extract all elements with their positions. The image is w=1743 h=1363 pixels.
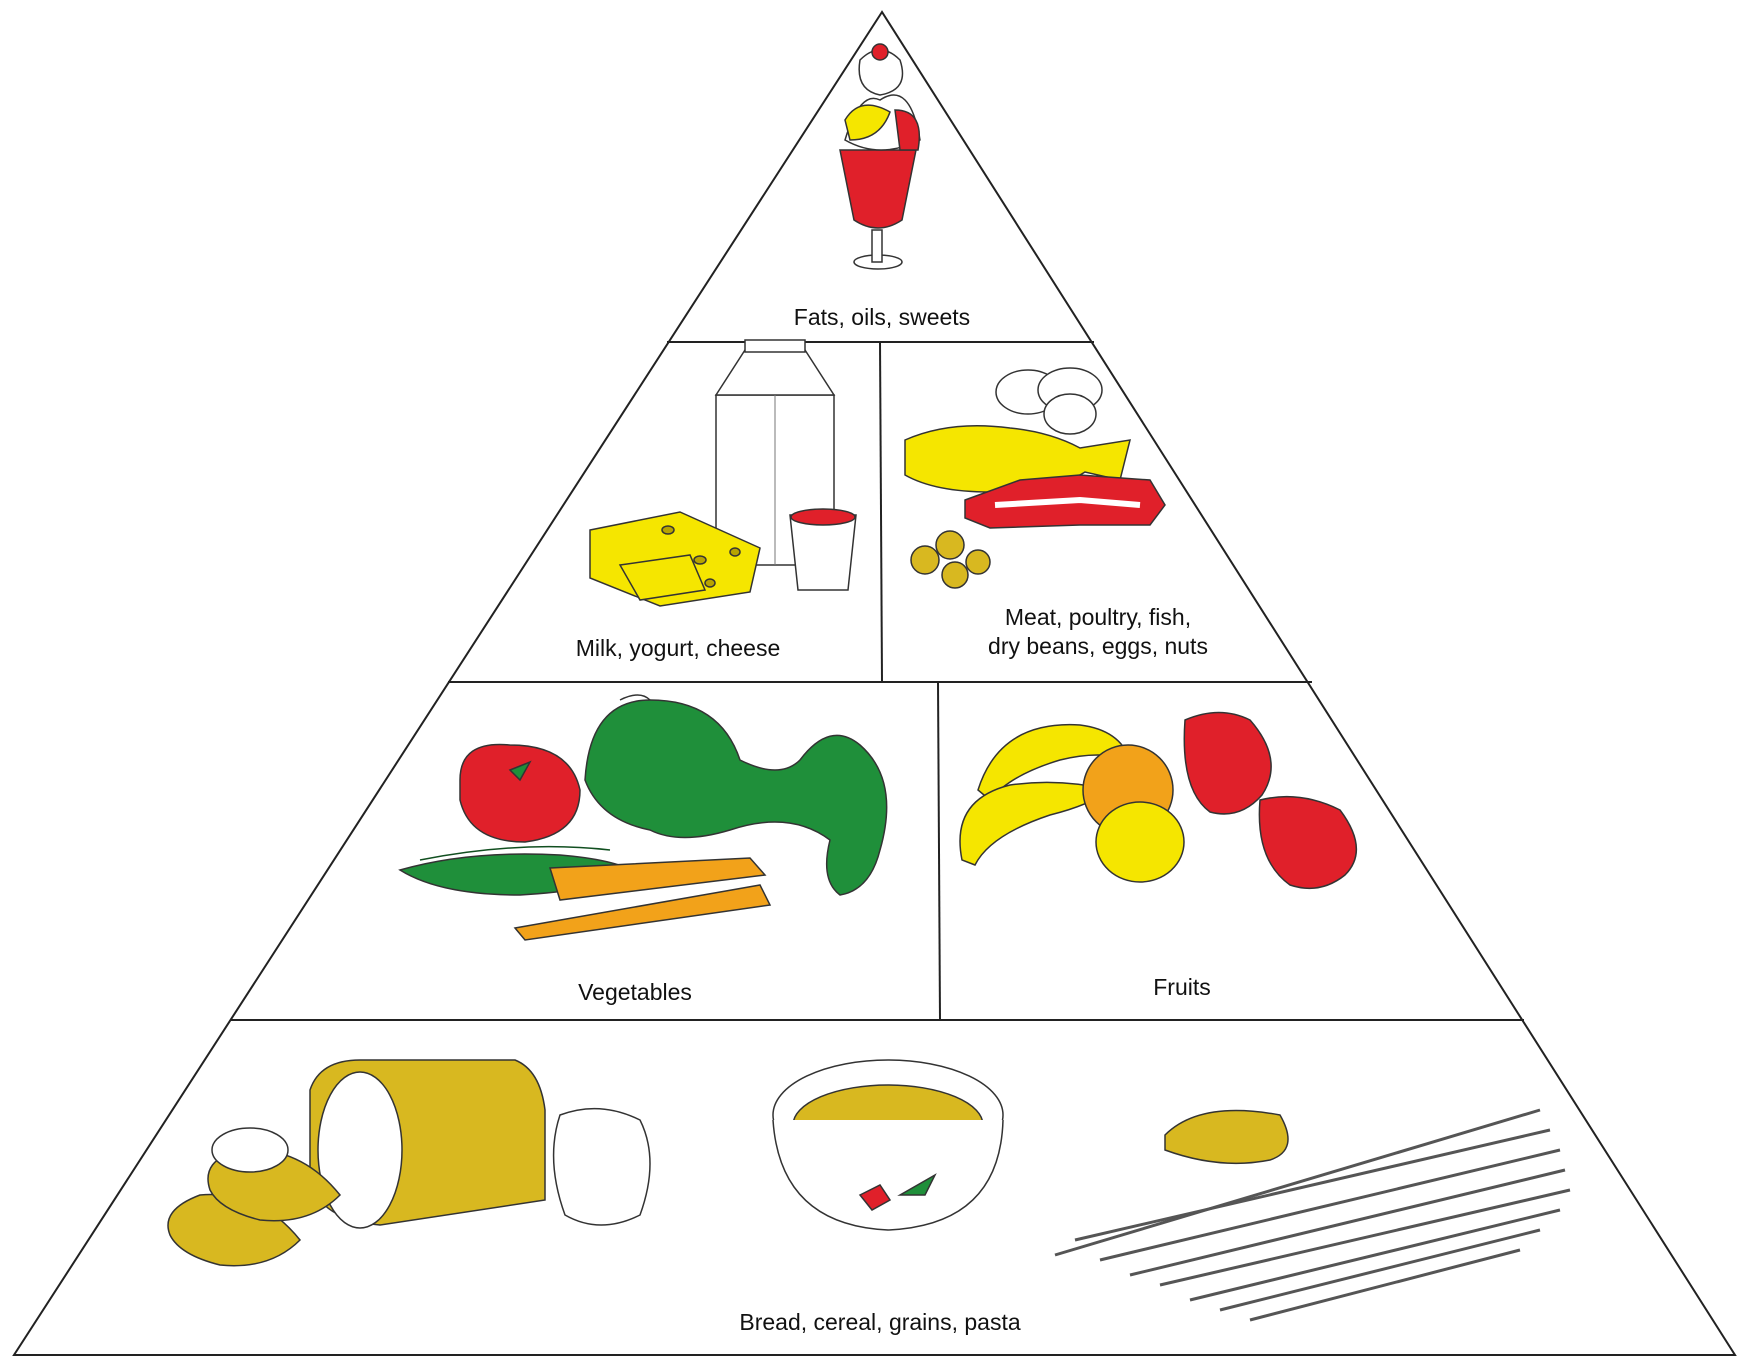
- tier2-vertical-divider: [879, 341, 883, 683]
- bananas-orange-apples-icon: [959, 711, 1358, 890]
- tier2-right-label-line2: dry beans, eggs, nuts: [988, 633, 1208, 659]
- tier2-left-label: Milk, yogurt, cheese: [576, 635, 781, 661]
- tier1-label: Fats, oils, sweets: [794, 304, 970, 330]
- tier3-right-label: Fruits: [1153, 974, 1211, 1000]
- tier3-left-label: Vegetables: [578, 979, 692, 1005]
- tier4-label: Bread, cereal, grains, pasta: [739, 1309, 1020, 1335]
- bread-cereal-pasta-icon: [167, 1059, 1571, 1322]
- ice-cream-sundae-icon: [839, 43, 921, 270]
- tier3-vertical-divider: [937, 681, 941, 1021]
- tomato-broccoli-carrots-icon: [398, 694, 888, 941]
- fish-steak-eggs-nuts-icon: [904, 367, 1166, 589]
- milk-carton-cheese-icon: [589, 339, 857, 607]
- tier2-right-label-line1: Meat, poultry, fish,: [1005, 604, 1191, 630]
